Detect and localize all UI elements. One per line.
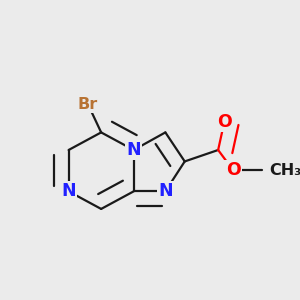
Text: O: O (226, 161, 241, 179)
Text: N: N (126, 141, 141, 159)
Text: CH₃: CH₃ (269, 163, 300, 178)
Text: N: N (158, 182, 173, 200)
Text: N: N (61, 182, 76, 200)
Text: Br: Br (78, 97, 98, 112)
Text: O: O (217, 113, 232, 131)
